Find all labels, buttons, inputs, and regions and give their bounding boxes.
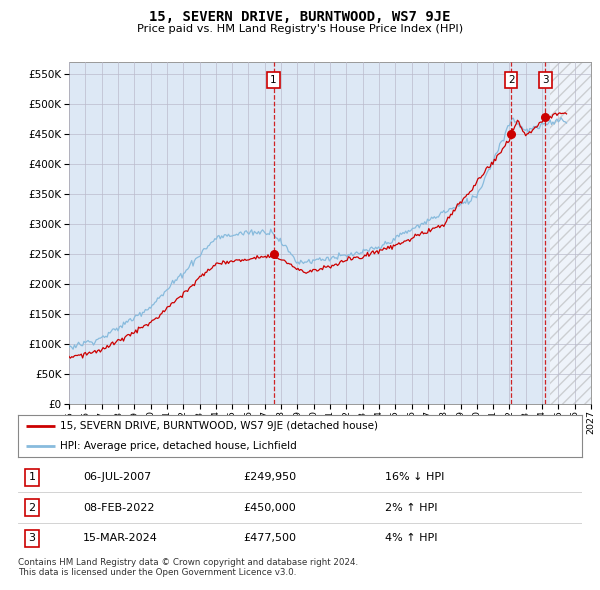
Text: 15-MAR-2024: 15-MAR-2024 bbox=[83, 533, 158, 543]
Text: 2% ↑ HPI: 2% ↑ HPI bbox=[385, 503, 437, 513]
Text: 3: 3 bbox=[542, 75, 549, 85]
Text: 06-JUL-2007: 06-JUL-2007 bbox=[83, 472, 151, 482]
Text: 15, SEVERN DRIVE, BURNTWOOD, WS7 9JE: 15, SEVERN DRIVE, BURNTWOOD, WS7 9JE bbox=[149, 10, 451, 24]
Text: 1: 1 bbox=[270, 75, 277, 85]
Text: 1: 1 bbox=[29, 472, 35, 482]
Text: 2: 2 bbox=[508, 75, 514, 85]
Text: HPI: Average price, detached house, Lichfield: HPI: Average price, detached house, Lich… bbox=[60, 441, 297, 451]
Text: £477,500: £477,500 bbox=[244, 533, 296, 543]
Text: £450,000: £450,000 bbox=[244, 503, 296, 513]
Text: 16% ↓ HPI: 16% ↓ HPI bbox=[385, 472, 444, 482]
Text: 2: 2 bbox=[29, 503, 35, 513]
Text: £249,950: £249,950 bbox=[244, 472, 297, 482]
Text: Price paid vs. HM Land Registry's House Price Index (HPI): Price paid vs. HM Land Registry's House … bbox=[137, 24, 463, 34]
Text: 08-FEB-2022: 08-FEB-2022 bbox=[83, 503, 154, 513]
Text: 15, SEVERN DRIVE, BURNTWOOD, WS7 9JE (detached house): 15, SEVERN DRIVE, BURNTWOOD, WS7 9JE (de… bbox=[60, 421, 379, 431]
Text: 3: 3 bbox=[29, 533, 35, 543]
Bar bbox=[550, 62, 591, 404]
Text: 4% ↑ HPI: 4% ↑ HPI bbox=[385, 533, 437, 543]
Text: Contains HM Land Registry data © Crown copyright and database right 2024.
This d: Contains HM Land Registry data © Crown c… bbox=[18, 558, 358, 577]
Bar bbox=[550, 62, 591, 404]
